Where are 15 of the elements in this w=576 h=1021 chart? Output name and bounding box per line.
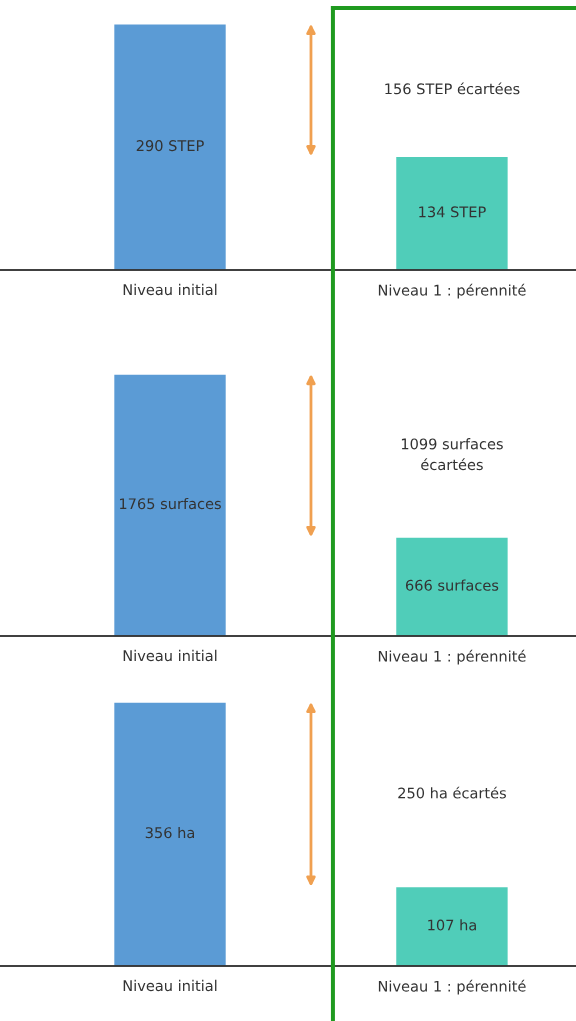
annotation: 156 STEP écartées bbox=[385, 82, 520, 95]
x-tick-label: Niveau initial bbox=[123, 283, 217, 296]
annotation: 250 ha écartés bbox=[398, 786, 506, 799]
data-label: 666 surfaces bbox=[405, 579, 499, 591]
x-tick-label: Niveau initial bbox=[123, 979, 217, 992]
data-label: 356 ha bbox=[145, 826, 195, 839]
annotation: 1099 surfaces écartées bbox=[401, 438, 503, 471]
x-tick-label: Niveau 1 : pérennité bbox=[378, 979, 526, 995]
data-label: 134 STEP bbox=[419, 206, 486, 218]
x-tick-label: Niveau 1 : pérennité bbox=[378, 649, 526, 665]
data-label: 1765 surfaces bbox=[119, 497, 221, 510]
x-tick-label: Niveau initial bbox=[123, 649, 217, 662]
x-tick-label: Niveau 1 : pérennité bbox=[378, 283, 526, 299]
data-label: 107 ha bbox=[428, 919, 476, 931]
data-label: 290 STEP bbox=[136, 140, 204, 152]
